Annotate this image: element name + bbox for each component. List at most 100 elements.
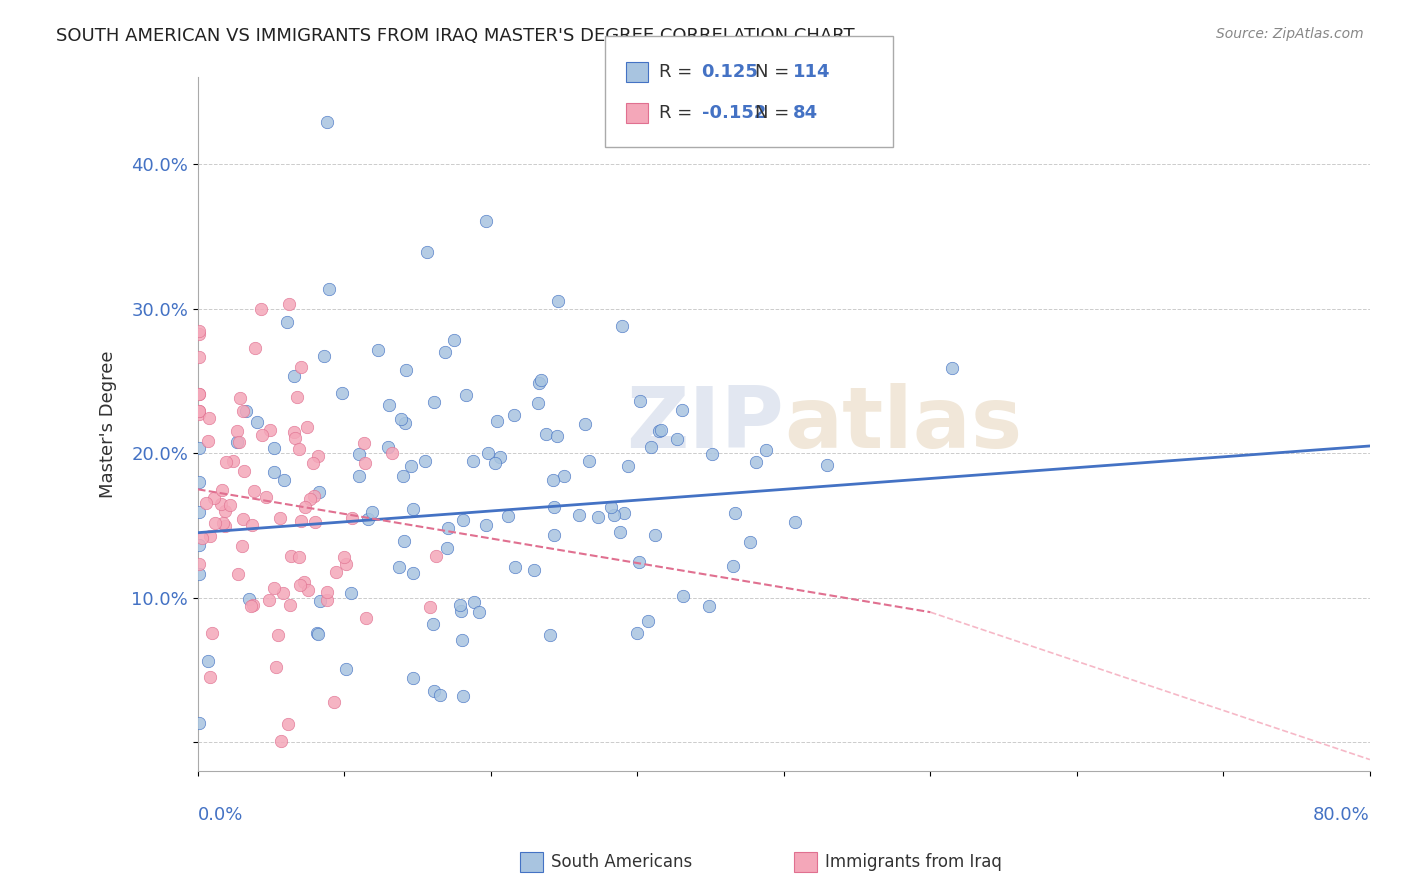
Point [699,599,721,614]
Point [416,245,439,260]
Point [429,689,451,703]
Point [527,376,550,391]
Point [530,373,553,387]
Point [219,498,242,512]
Point [246,415,269,429]
Point [627,555,650,569]
Point [650,423,672,437]
Point [243,341,266,355]
Point [335,662,357,676]
Text: Source: ZipAtlas.com: Source: ZipAtlas.com [1216,27,1364,41]
Text: South Americans: South Americans [551,854,692,871]
Point [259,423,281,437]
Point [637,614,659,628]
Point [434,345,457,359]
Point [450,604,472,618]
Point [628,394,651,409]
Point [505,560,527,574]
Point [276,315,298,329]
Point [665,432,688,446]
Point [188,404,211,418]
Point [188,475,211,490]
Point [235,403,257,417]
Point [229,391,252,405]
Point [498,508,520,523]
Point [232,404,254,418]
Point [288,550,311,565]
Point [534,427,557,442]
Point [523,563,546,577]
Point [543,500,565,514]
Point [231,539,253,553]
Point [232,512,254,526]
Point [423,394,446,409]
Point [449,598,471,612]
Point [672,589,695,603]
Point [640,441,662,455]
Point [578,454,600,468]
Point [394,416,416,430]
Point [546,429,568,443]
Text: N =: N = [755,104,789,122]
Point [330,386,353,401]
Text: R =: R = [659,63,693,81]
Point [347,447,370,461]
Point [197,654,219,668]
Point [198,528,221,542]
Point [283,425,305,439]
Point [475,517,498,532]
Point [547,294,569,309]
Point [574,417,596,431]
Point [240,518,263,533]
Point [422,617,444,632]
Point [381,446,404,460]
Point [443,333,465,347]
Point [239,599,262,614]
Point [197,434,219,448]
Point [198,670,221,684]
Point [215,455,238,469]
Point [188,538,211,552]
Point [188,387,211,401]
Point [568,508,591,522]
Point [388,560,411,574]
Point [312,349,335,363]
Text: N =: N = [755,63,789,81]
Point [214,518,236,533]
Point [285,390,308,404]
Point [402,501,425,516]
Point [349,469,371,483]
Point [451,632,474,647]
Point [280,549,302,564]
Point [188,505,211,519]
Point [302,456,325,470]
Point [738,535,761,549]
Point [198,411,221,425]
Point [361,505,384,519]
Point [290,578,312,592]
Point [188,567,211,582]
Point [211,516,233,531]
Point [609,525,631,540]
Point [308,485,330,500]
Point [270,733,292,747]
Point [316,593,339,607]
Point [721,558,744,573]
Point [413,454,436,468]
Point [188,557,211,571]
Point [273,473,295,487]
Point [503,409,526,423]
Point [278,598,301,612]
Point [342,511,364,525]
Point [209,497,232,511]
Point [461,454,484,468]
Point [263,582,285,596]
Point [308,594,330,608]
Point [214,504,236,518]
Point [278,297,301,311]
Text: SOUTH AMERICAN VS IMMIGRANTS FROM IRAQ MASTER'S DEGREE CORRELATION CHART: SOUTH AMERICAN VS IMMIGRANTS FROM IRAQ M… [56,27,855,45]
Point [941,361,963,376]
Point [626,625,648,640]
Point [195,496,218,510]
Point [267,628,290,642]
